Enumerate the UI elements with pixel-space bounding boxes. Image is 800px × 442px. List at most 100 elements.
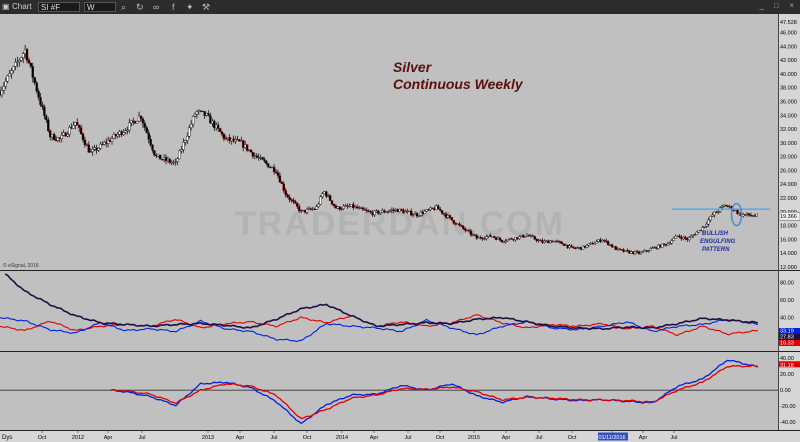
candle-body	[408, 210, 411, 213]
candle-body	[255, 155, 259, 158]
link-icon[interactable]: ∞	[153, 2, 160, 12]
candle-body	[473, 234, 477, 236]
candle-body	[680, 236, 683, 240]
candle-body	[14, 62, 17, 67]
candle-body	[95, 147, 98, 151]
candle-body	[49, 130, 52, 138]
candle-body	[282, 183, 285, 191]
tools-icon[interactable]: ⚒	[202, 2, 211, 12]
candle-body	[514, 237, 517, 241]
candle-body	[182, 142, 185, 150]
candle-body	[164, 157, 168, 161]
candle-body	[425, 209, 428, 212]
candle-body	[452, 219, 455, 224]
candle-body	[153, 150, 156, 156]
macd-badge-bg	[779, 361, 800, 368]
candle-body	[388, 210, 392, 212]
candle-body	[201, 110, 204, 113]
price-tick-label: 32.000	[780, 127, 797, 133]
search-icon[interactable]: ⌕	[121, 2, 127, 12]
candle-body	[518, 236, 521, 239]
candle-body	[633, 251, 637, 254]
candle-body	[460, 224, 463, 227]
candle-body	[556, 240, 560, 243]
candle-body	[423, 211, 426, 215]
candle-body	[50, 134, 54, 138]
oscillator-badge-blue	[779, 328, 800, 334]
candle-body	[108, 139, 112, 142]
title-bar: ▣ Chart SI #F W ⌕ ↻ ∞ f ✦ ⚒ _ □ ×	[0, 0, 800, 15]
candle-body	[106, 139, 110, 144]
candle-body	[45, 115, 48, 121]
window-controls[interactable]: _ □ ×	[759, 1, 798, 10]
candle-body	[193, 114, 197, 117]
candle-body	[128, 122, 131, 131]
time-axis-label: Apr	[370, 435, 379, 441]
candle-body	[158, 154, 162, 160]
candle-body	[689, 235, 693, 238]
candle-body	[352, 204, 355, 209]
candle-body	[504, 240, 507, 242]
candle-body	[197, 110, 201, 112]
price-tick-labels: 47.528 46.000 44.000 42.000 40.000 38.000 36.0…	[780, 20, 797, 271]
candle-body	[550, 240, 554, 243]
time-axis-label: Jul	[535, 435, 542, 441]
candle-body	[616, 248, 619, 250]
candle-body	[77, 125, 81, 128]
candle-body	[664, 243, 668, 246]
candle-body	[321, 193, 324, 198]
candle-body	[726, 205, 729, 207]
candle-body	[427, 209, 430, 211]
candle-body	[79, 127, 83, 134]
candle-body	[60, 135, 63, 139]
candle-body	[593, 242, 596, 245]
candle-body	[581, 245, 585, 250]
candle-body	[651, 247, 654, 249]
price-axis	[778, 14, 800, 430]
candle-body	[311, 208, 314, 211]
candle-body	[439, 208, 442, 211]
candle-body	[87, 144, 91, 153]
candle-body	[713, 211, 716, 216]
candle-body	[10, 70, 13, 74]
candle-body	[274, 171, 278, 173]
candle-body	[734, 209, 737, 211]
candle-body	[133, 121, 137, 124]
candle-body	[576, 247, 579, 249]
candle-body	[603, 239, 606, 242]
candle-body	[91, 149, 94, 152]
candle-body	[234, 139, 237, 142]
candle-body	[168, 159, 172, 163]
candle-body	[139, 115, 143, 119]
candle-body	[230, 138, 233, 142]
candle-body	[442, 213, 446, 215]
interval-input[interactable]: W	[84, 2, 116, 12]
candle-body	[56, 137, 60, 141]
candle-body	[707, 219, 710, 225]
candle-body	[498, 237, 502, 241]
candle-body	[332, 203, 336, 206]
symbol-input[interactable]: SI #F	[38, 2, 80, 12]
candle-body	[319, 196, 322, 205]
candle-body	[525, 234, 529, 237]
candle-body	[305, 209, 309, 213]
refresh-icon[interactable]: ↻	[136, 2, 144, 12]
candle-body	[145, 127, 148, 134]
oscillator-lines	[0, 273, 759, 342]
facebook-icon[interactable]: f	[172, 2, 175, 12]
candle-body	[489, 234, 492, 237]
time-axis	[0, 430, 800, 442]
twitter-icon[interactable]: ✦	[186, 2, 194, 12]
candle-body	[276, 172, 280, 176]
candle-body	[500, 239, 504, 243]
candle-body	[284, 190, 287, 196]
candle-body	[323, 191, 326, 195]
candle-body	[624, 249, 627, 252]
candle-body	[47, 119, 50, 132]
candle-body	[355, 206, 359, 209]
candle-body	[251, 151, 255, 157]
candle-body	[18, 60, 21, 63]
pattern-label-line1: BULLISH	[702, 231, 729, 237]
price-panel	[0, 14, 778, 270]
candle-body	[131, 120, 135, 122]
